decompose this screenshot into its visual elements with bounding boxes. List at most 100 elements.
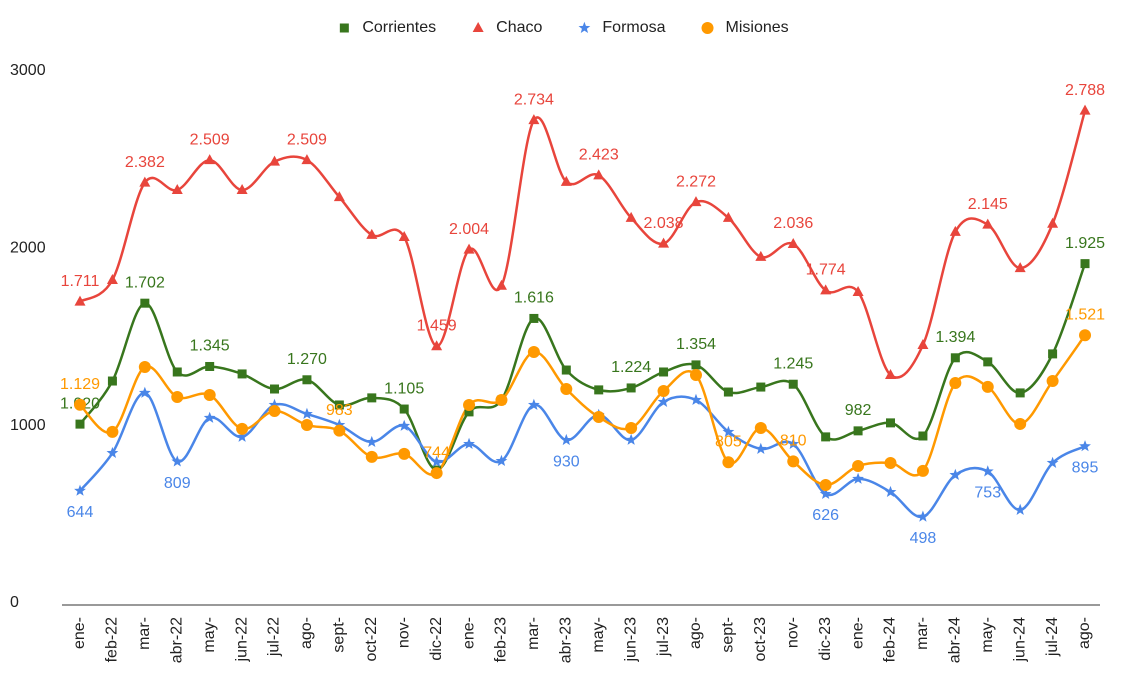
marker [75, 419, 85, 429]
marker [981, 380, 994, 393]
marker [527, 345, 540, 358]
marker [1015, 388, 1025, 398]
marker [367, 393, 377, 403]
marker [431, 340, 443, 351]
marker [723, 387, 733, 397]
marker [333, 191, 345, 202]
marker [528, 114, 540, 125]
x-tick-label: abr-22 [168, 617, 185, 663]
marker [107, 376, 117, 386]
y-tick-label: 3000 [10, 62, 46, 79]
marker [269, 155, 281, 166]
marker [333, 424, 346, 437]
marker [917, 510, 929, 522]
marker [884, 456, 897, 469]
x-tick-label: ago- [687, 617, 704, 649]
x-tick-label: may- [979, 617, 996, 653]
marker [270, 384, 280, 394]
marker [722, 456, 735, 469]
data-label: 2.509 [287, 131, 327, 148]
marker [916, 464, 929, 477]
x-tick-label: jul-23 [655, 617, 672, 657]
marker [852, 286, 864, 297]
marker [852, 459, 865, 472]
data-label: 753 [974, 485, 1001, 502]
marker [268, 398, 281, 410]
marker [139, 176, 151, 187]
data-label: 1.345 [190, 338, 230, 355]
marker [1014, 503, 1027, 515]
data-label: 2.038 [644, 215, 684, 232]
marker [821, 432, 831, 442]
marker [819, 487, 832, 500]
marker [171, 455, 184, 467]
marker [236, 430, 248, 442]
x-tick-label: jun-24 [1011, 617, 1028, 663]
y-tick-label: 2000 [10, 240, 46, 257]
legend: Corrientes Chaco Formosa Misiones [339, 19, 789, 36]
data-label: 626 [812, 507, 839, 524]
x-tick-label: may- [201, 617, 218, 653]
marker [74, 484, 86, 496]
marker [365, 450, 378, 463]
marker [138, 386, 151, 398]
x-tick-label: sept- [720, 617, 737, 653]
x-tick-label: jun-23 [622, 617, 639, 663]
marker [171, 184, 183, 195]
x-tick-label: mar- [136, 617, 153, 650]
marker [472, 22, 484, 32]
marker [1079, 104, 1091, 115]
marker [659, 367, 669, 377]
x-tick-label: feb-24 [882, 617, 899, 662]
marker [578, 21, 591, 34]
marker [625, 433, 638, 445]
data-label: 1.129 [60, 376, 100, 393]
x-tick-label: dic-23 [817, 617, 834, 661]
data-label: 1.354 [676, 336, 716, 353]
x-tick-label: feb-22 [104, 617, 121, 662]
x-tick-label: nov- [395, 617, 412, 648]
marker [754, 422, 767, 435]
x-tick-label: jul-24 [1044, 617, 1061, 657]
x-tick-label: sept- [331, 617, 348, 653]
marker [495, 454, 508, 467]
data-label: 744 [423, 444, 450, 461]
marker [74, 295, 86, 306]
marker [236, 184, 248, 195]
legend-label: Chaco [496, 19, 542, 36]
marker [787, 455, 800, 468]
marker [430, 455, 443, 467]
marker [820, 284, 832, 295]
marker [1048, 349, 1058, 359]
marker [982, 218, 994, 229]
data-label: 1.270 [287, 351, 327, 368]
marker [527, 398, 540, 410]
marker [1080, 259, 1090, 269]
marker [657, 395, 670, 407]
x-tick-label: ene- [71, 617, 88, 649]
x-tick-label: ago- [298, 617, 315, 649]
x-tick-label: feb-23 [493, 617, 510, 662]
marker [885, 368, 896, 379]
marker [949, 468, 962, 481]
marker [302, 375, 312, 385]
marker [464, 407, 474, 417]
marker [301, 154, 313, 165]
data-label: 1.521 [1065, 306, 1105, 323]
data-label: 930 [553, 453, 580, 470]
marker [237, 369, 247, 379]
marker [1046, 375, 1059, 388]
data-label: 1.105 [384, 380, 424, 397]
legend-label: Corrientes [362, 19, 436, 36]
marker [690, 196, 702, 207]
data-label: 2.788 [1065, 82, 1105, 99]
y-tick-label: 1000 [10, 417, 46, 434]
marker [949, 225, 961, 236]
legend-label: Misiones [726, 19, 789, 36]
data-label: 498 [910, 530, 937, 547]
marker [203, 389, 216, 402]
legend-label: Formosa [602, 19, 665, 36]
data-label: 644 [67, 504, 94, 521]
